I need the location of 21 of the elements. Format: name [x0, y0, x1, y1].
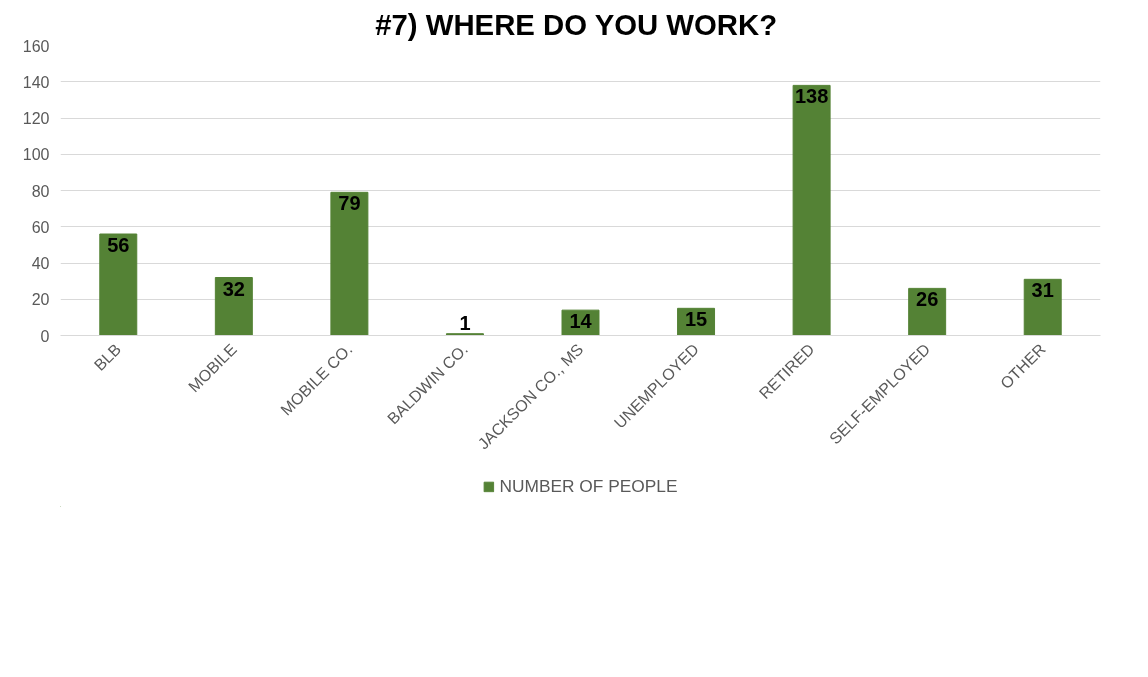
- data-label: 32: [222, 277, 245, 300]
- y-tick-label: 40: [31, 255, 50, 272]
- data-label: 26: [916, 288, 939, 311]
- data-label: 14: [569, 310, 593, 333]
- y-tick-label: 160: [22, 37, 50, 55]
- data-label: 15: [684, 308, 708, 331]
- y-tick-label: 20: [31, 291, 50, 309]
- y-tick-label: 140: [22, 73, 50, 91]
- y-tick-label: 0: [40, 327, 50, 345]
- data-label: 1: [459, 311, 471, 334]
- y-tick-label: 120: [22, 110, 50, 127]
- legend-label: NUMBER OF PEOPLE: [499, 475, 678, 497]
- y-tick-label: 80: [31, 182, 50, 200]
- data-label: 56: [107, 234, 130, 256]
- data-label: 138: [794, 85, 829, 108]
- chart-title: #7) WHERE DO YOU WORK?: [375, 7, 778, 41]
- y-tick-label: 100: [22, 146, 50, 164]
- x-tick-label: BLB: [90, 340, 125, 374]
- data-label: 79: [338, 192, 361, 215]
- y-tick-label: 60: [31, 218, 50, 236]
- data-label: 31: [1031, 279, 1054, 302]
